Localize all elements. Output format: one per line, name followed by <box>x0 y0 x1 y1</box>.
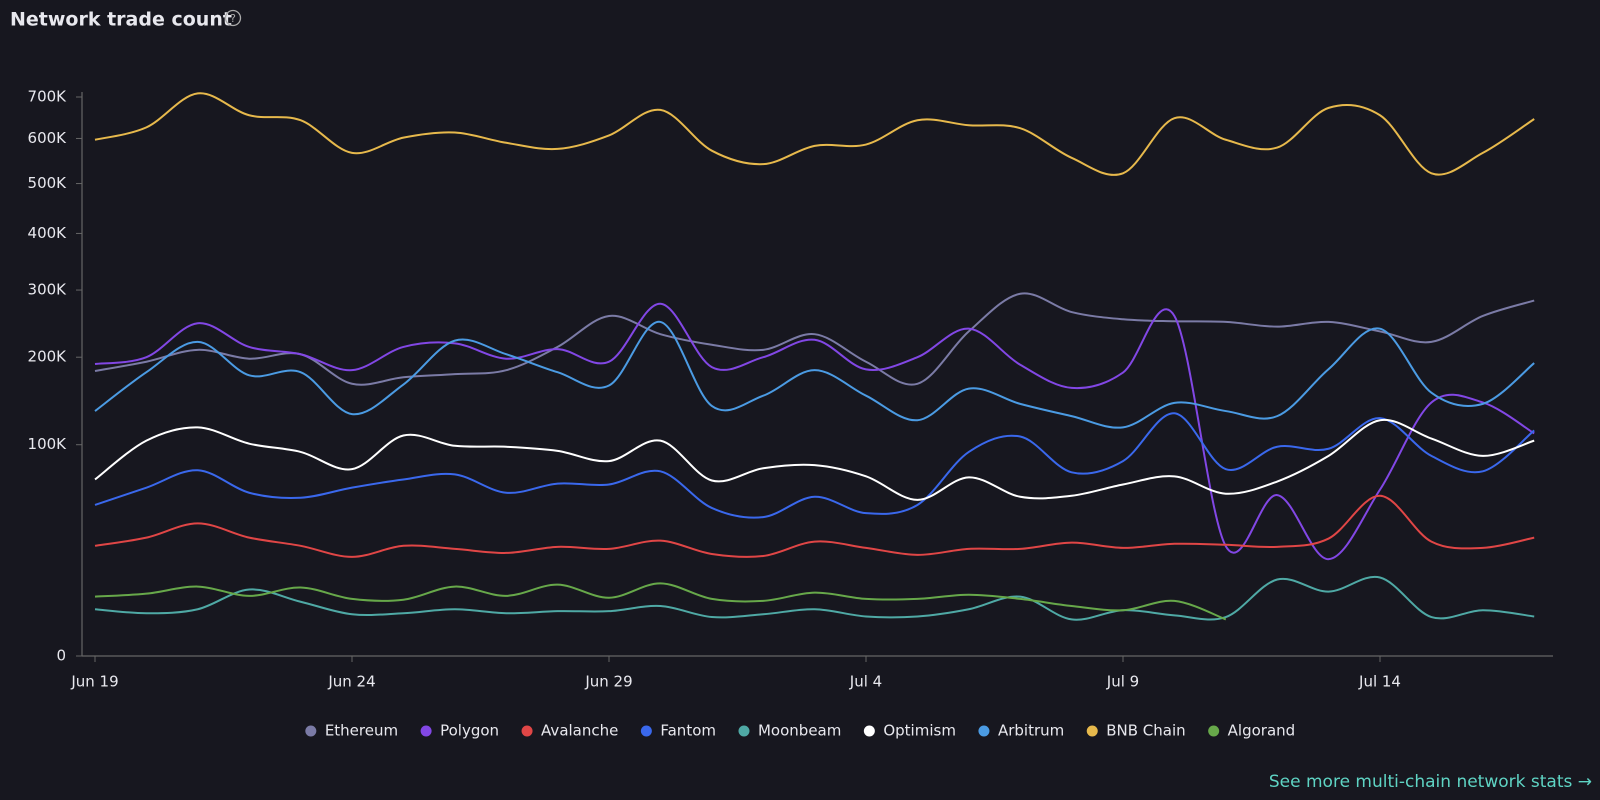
legend-swatch <box>1086 725 1098 737</box>
legend-label: Polygon <box>440 722 499 740</box>
series-line <box>94 292 1535 386</box>
series-line <box>94 92 1535 176</box>
x-tick-label: Jun 29 <box>584 673 632 691</box>
help-icon[interactable]: ? <box>224 9 242 27</box>
svg-text:?: ? <box>230 12 236 25</box>
y-tick-label: 0 <box>56 647 66 665</box>
legend-swatch <box>305 725 317 737</box>
series-line <box>94 320 1535 429</box>
legend: Ethereum Polygon Avalanche Fantom Moonbeam Op… <box>305 722 1295 740</box>
x-tick-label: Jul 9 <box>1106 673 1139 691</box>
legend-item: Polygon <box>420 722 499 740</box>
y-tick-label: 500K <box>28 174 68 192</box>
legend-label: Fantom <box>660 722 716 740</box>
series-line <box>94 412 1535 519</box>
y-tick-label: 300K <box>28 281 68 299</box>
y-tick-label: 600K <box>28 129 68 147</box>
stats-link[interactable]: See more multi-chain network stats → <box>1269 772 1592 792</box>
legend-label: BNB Chain <box>1106 722 1185 740</box>
y-tick-label: 700K <box>28 88 68 106</box>
legend-swatch <box>738 725 750 737</box>
x-tick-label: Jul 14 <box>1358 673 1401 691</box>
series-line <box>94 494 1535 558</box>
legend-swatch <box>863 725 875 737</box>
series-line <box>94 575 1535 621</box>
x-tick-label: Jun 19 <box>70 673 118 691</box>
legend-swatch <box>420 725 432 737</box>
legend-label: Arbitrum <box>998 722 1064 740</box>
legend-label: Avalanche <box>541 722 618 740</box>
legend-item: Algorand <box>1208 722 1295 740</box>
legend-label: Ethereum <box>325 722 398 740</box>
legend-item: Moonbeam <box>738 722 841 740</box>
y-tick-label: 200K <box>28 348 68 366</box>
legend-item: Optimism <box>863 722 956 740</box>
legend-item: Fantom <box>640 722 716 740</box>
legend-item: BNB Chain <box>1086 722 1186 740</box>
legend-swatch <box>640 725 652 737</box>
legend-swatch <box>521 725 533 737</box>
legend-item: Arbitrum <box>978 722 1064 740</box>
legend-label: Algorand <box>1228 722 1296 740</box>
legend-item: Ethereum <box>305 722 398 740</box>
legend-swatch <box>1208 725 1220 737</box>
legend-label: Moonbeam <box>758 722 841 740</box>
legend-swatch <box>978 725 990 737</box>
chart-title: Network trade count <box>10 9 232 31</box>
x-tick-label: Jun 24 <box>327 673 375 691</box>
series-line <box>94 418 1535 501</box>
series-line <box>94 582 1227 621</box>
y-tick-label: 100K <box>28 435 68 453</box>
y-tick-label: 400K <box>28 224 68 242</box>
series-line <box>94 302 1535 561</box>
legend-label: Optimism <box>883 722 956 740</box>
x-tick-label: Jul 4 <box>849 673 882 691</box>
legend-item: Avalanche <box>521 722 618 740</box>
